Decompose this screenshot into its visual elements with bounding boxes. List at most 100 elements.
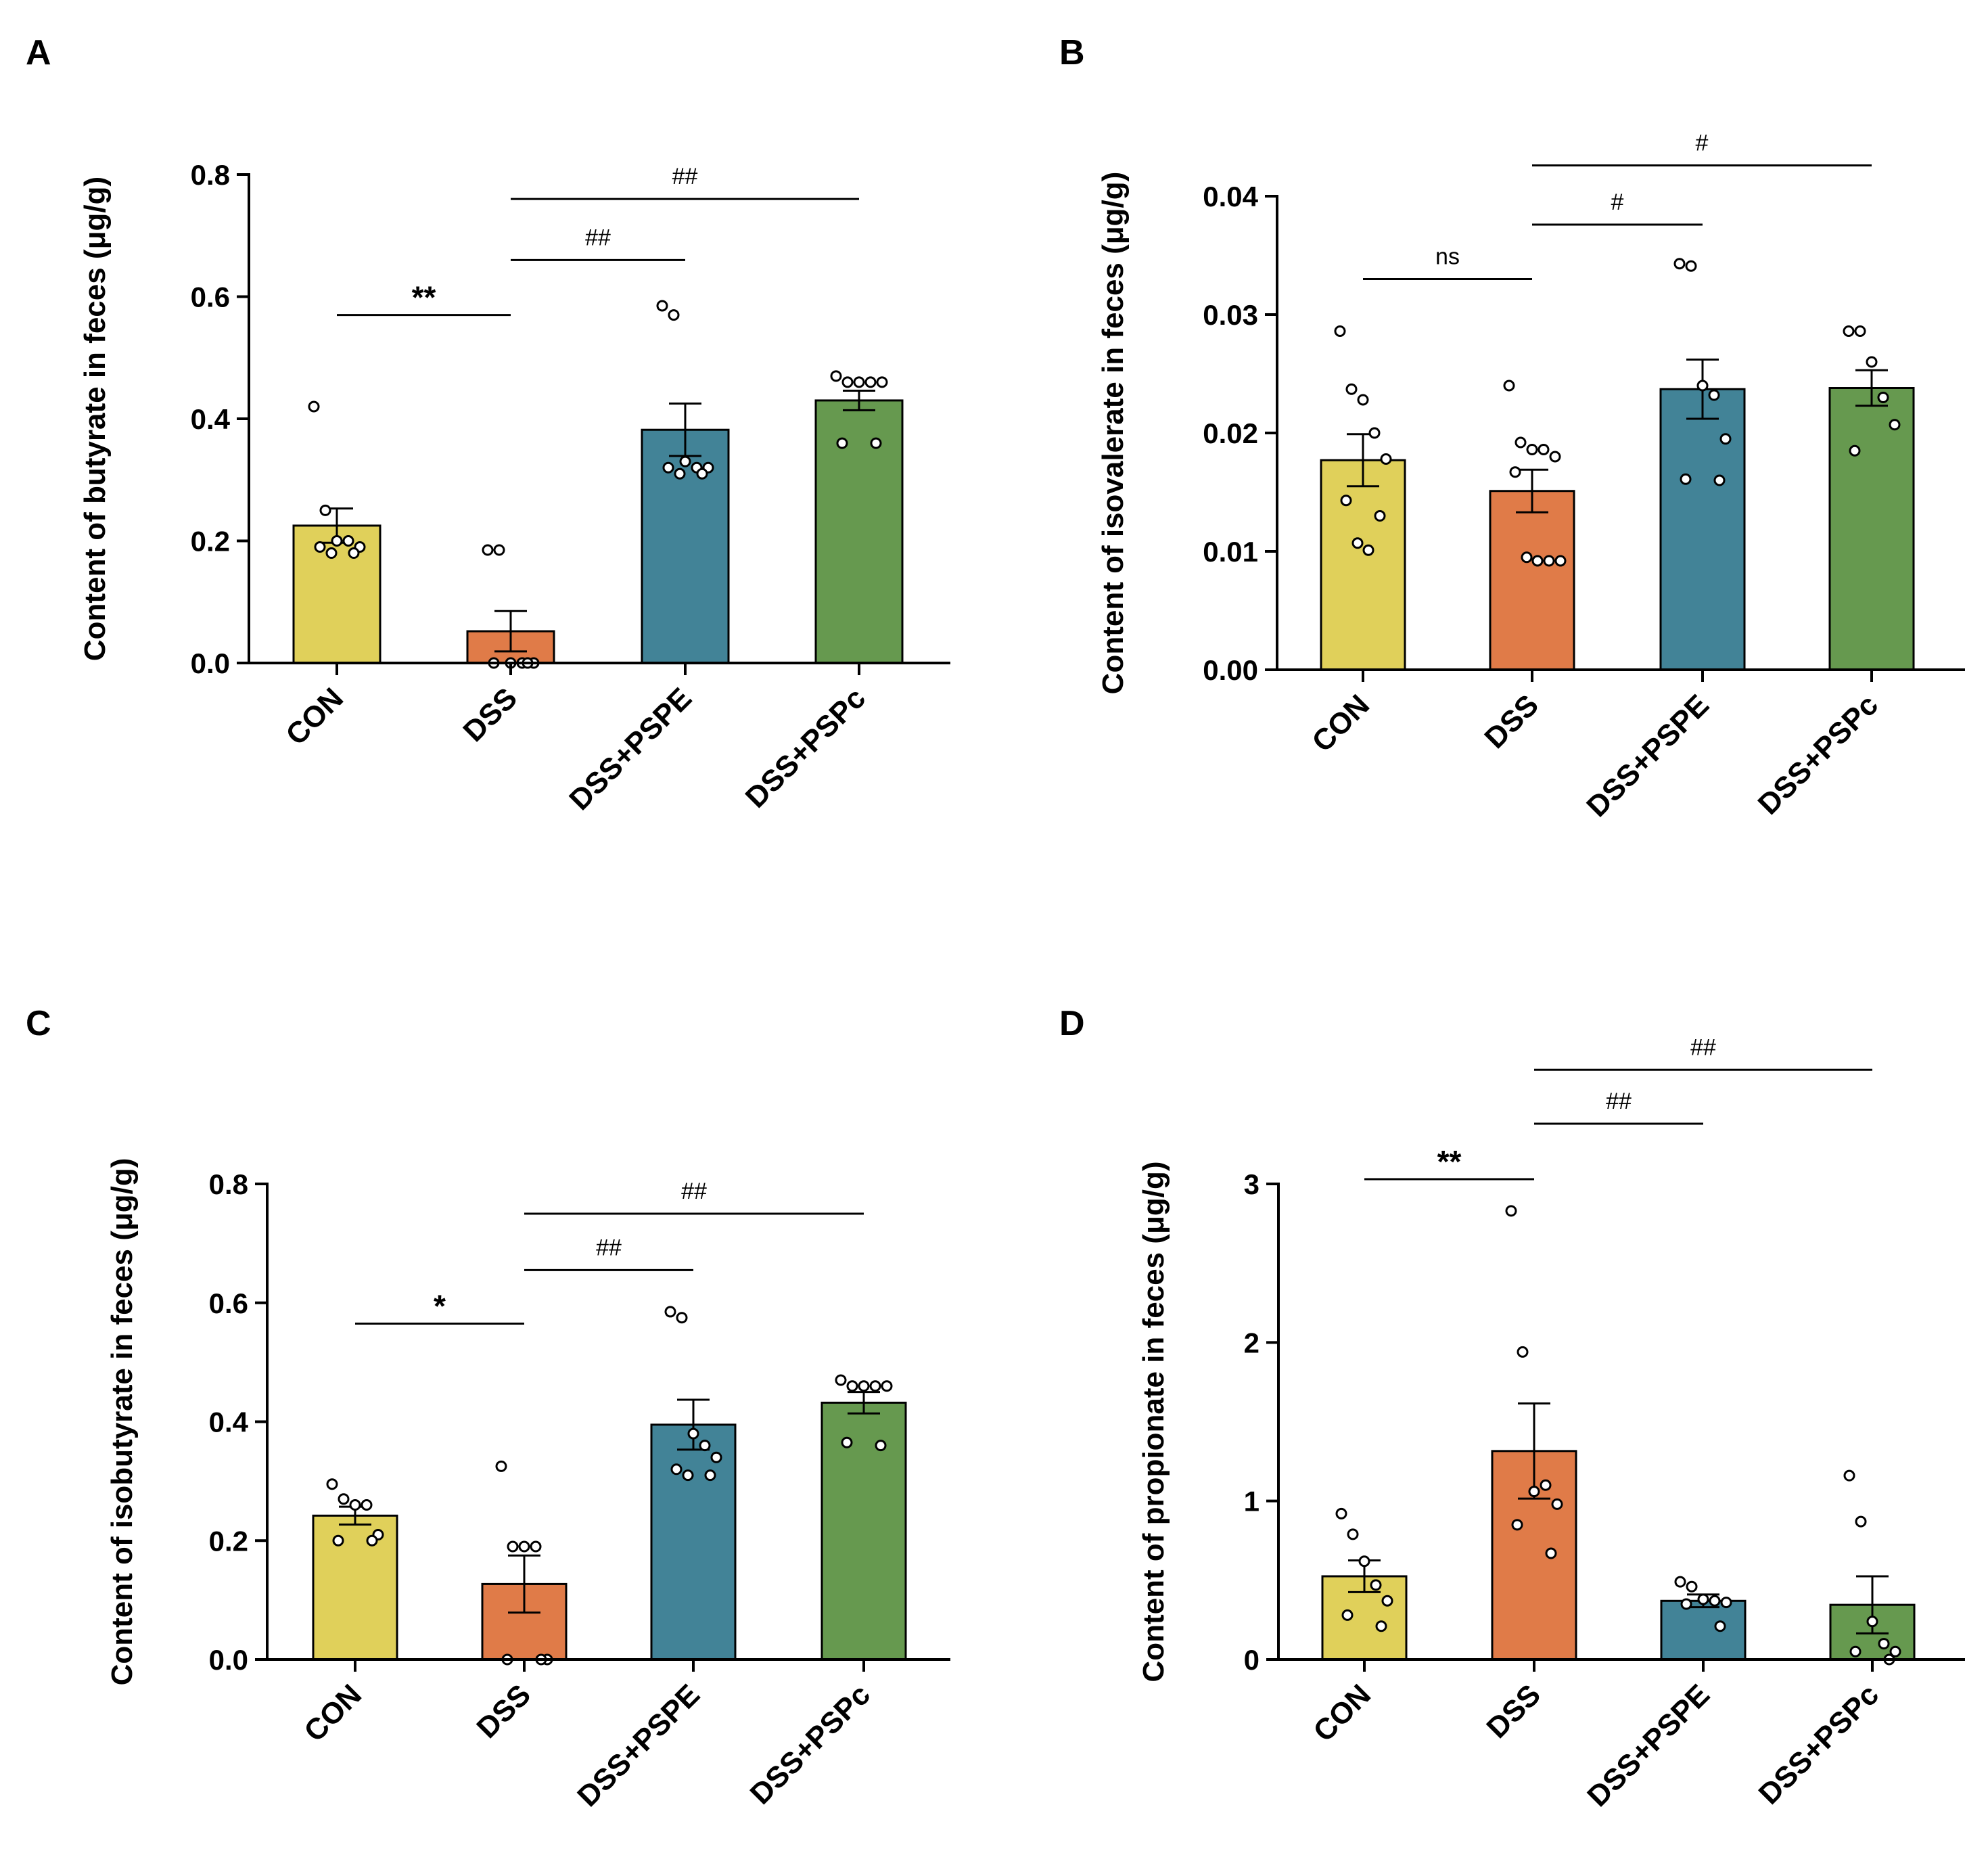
bar-dss-pspc bbox=[1828, 387, 1915, 671]
data-point-con bbox=[326, 1478, 338, 1490]
data-point-dss bbox=[1540, 1479, 1552, 1491]
category-label-dss: DSS bbox=[1478, 688, 1545, 755]
y-tick-label: 0.2 bbox=[191, 526, 230, 557]
panel-letter-a: A bbox=[26, 33, 51, 72]
data-point-dss-pspc bbox=[1866, 356, 1878, 368]
error-bar-dss bbox=[508, 1554, 540, 1614]
significance-label: ** bbox=[412, 280, 436, 315]
category-label-dss-pspc: DSS+PSPc bbox=[739, 681, 872, 814]
significance-label: ** bbox=[1437, 1144, 1462, 1179]
panel-c: C 0.0 0.2 0.4 0.6 0.8 CON DSS DSS+PSPE DSS+PSPc C… bbox=[26, 1004, 950, 1813]
category-label-dss-pspe: DSS+PSPE bbox=[1580, 688, 1715, 823]
y-axis-title: Content of propionate in feces (μg/g) bbox=[1137, 1162, 1170, 1683]
category-label-dss-pspe: DSS+PSPE bbox=[1581, 1678, 1716, 1813]
data-point-con bbox=[1370, 1579, 1382, 1591]
data-point-dss-pspc bbox=[1849, 444, 1861, 457]
bar-con bbox=[312, 1514, 398, 1661]
data-point-dss-pspc bbox=[1889, 1645, 1901, 1657]
data-point-con bbox=[1374, 510, 1386, 522]
data-point-con bbox=[366, 1534, 378, 1547]
panel-d-plot: 0 1 2 3 CON DSS DSS+PSPE DSS+PSPc Content of pro… bbox=[1137, 1034, 1965, 1813]
data-point-con bbox=[1381, 1595, 1393, 1607]
data-point-dss-pspc bbox=[835, 1374, 847, 1386]
bar-con bbox=[292, 524, 382, 664]
data-point-con bbox=[308, 401, 320, 413]
category-label-con: CON bbox=[1307, 1678, 1377, 1748]
category-label-dss-pspc: DSS+PSPc bbox=[1753, 1678, 1885, 1810]
data-point-con bbox=[1375, 1620, 1387, 1632]
bar-dss-pspc bbox=[814, 399, 904, 664]
data-point-dss-pspc bbox=[1854, 325, 1866, 337]
data-point-dss-pspe bbox=[674, 467, 686, 480]
data-point-dss-pspe bbox=[1685, 260, 1697, 272]
y-tick-label: 0 bbox=[1244, 1644, 1259, 1676]
data-point-con bbox=[348, 547, 360, 559]
data-point-dss bbox=[1545, 1547, 1557, 1559]
data-point-dss-pspe bbox=[656, 300, 668, 312]
data-point-con bbox=[325, 547, 338, 559]
panel-d: D 0 1 2 3 CON DSS DSS+PSPE DSS+PSPc Content of p… bbox=[1059, 1004, 1965, 1813]
y-tick-label: 0.01 bbox=[1203, 536, 1258, 568]
data-point-dss bbox=[530, 1540, 542, 1553]
data-point-dss bbox=[1505, 1205, 1517, 1217]
data-point-dss bbox=[1521, 551, 1533, 564]
data-point-con bbox=[1362, 544, 1374, 556]
panel-a: A 0.0 0.2 0.4 0.6 0.8 CON DSS DSS+PSPE DSS+PSPc C… bbox=[26, 33, 950, 817]
category-label-dss: DSS bbox=[470, 1678, 537, 1745]
data-point-con bbox=[319, 504, 331, 516]
significance-label: ## bbox=[672, 164, 698, 189]
y-tick-label: 0.04 bbox=[1203, 181, 1258, 212]
data-point-con bbox=[338, 1493, 350, 1505]
data-point-dss-pspc bbox=[841, 376, 854, 388]
data-point-dss-pspe bbox=[1720, 1597, 1732, 1609]
significance-label: ## bbox=[681, 1179, 707, 1204]
y-tick-label: 2 bbox=[1244, 1327, 1259, 1358]
data-point-dss-pspc bbox=[858, 1380, 870, 1392]
panel-c-plot: 0.0 0.2 0.4 0.6 0.8 CON DSS DSS+PSPE DSS+PSPc Con… bbox=[106, 1158, 950, 1813]
category-label-dss-pspe: DSS+PSPE bbox=[563, 681, 698, 817]
data-point-dss-pspc bbox=[1849, 1645, 1862, 1657]
bar-dss-pspc bbox=[820, 1401, 907, 1661]
significance-label: ## bbox=[596, 1235, 622, 1260]
panel-letter-d: D bbox=[1059, 1004, 1085, 1043]
data-point-dss-pspc bbox=[846, 1380, 858, 1392]
data-point-dss-pspe bbox=[664, 1306, 676, 1318]
error-bar-dss-pspc bbox=[848, 1391, 880, 1415]
panel-b-plot: 0.00 0.01 0.02 0.03 0.04 CON DSS DSS+PSPE DSS+PS… bbox=[1096, 131, 1965, 823]
data-point-dss-pspe bbox=[699, 1440, 711, 1452]
y-tick-label: 0.8 bbox=[191, 159, 230, 191]
error-bar-dss bbox=[494, 610, 527, 653]
bar-con bbox=[1320, 459, 1406, 671]
data-point-dss-pspe bbox=[1673, 258, 1686, 270]
significance-label: * bbox=[434, 1289, 446, 1324]
y-tick-label: 0.00 bbox=[1203, 654, 1258, 686]
y-tick-label: 0.2 bbox=[209, 1525, 248, 1557]
significance-label: # bbox=[1611, 189, 1624, 215]
data-point-dss bbox=[1509, 466, 1521, 478]
data-point-con bbox=[342, 535, 354, 547]
category-label-con: CON bbox=[1305, 688, 1376, 758]
y-tick-label: 0.6 bbox=[191, 281, 230, 313]
data-point-con bbox=[1345, 383, 1358, 395]
y-tick-label: 0.02 bbox=[1203, 417, 1258, 449]
data-point-dss-pspc bbox=[853, 376, 865, 388]
data-point-con bbox=[1347, 1528, 1359, 1540]
data-point-dss bbox=[1526, 444, 1538, 455]
category-label-dss-pspc: DSS+PSPc bbox=[1752, 688, 1885, 821]
data-point-con bbox=[1340, 495, 1352, 507]
data-point-dss-pspc bbox=[875, 1440, 887, 1452]
data-point-dss-pspe bbox=[1696, 380, 1709, 392]
data-point-con bbox=[332, 1534, 344, 1547]
data-point-dss-pspc bbox=[1889, 419, 1901, 431]
data-point-dss-pspc bbox=[1843, 1469, 1855, 1482]
data-point-dss-pspe bbox=[1714, 1620, 1726, 1632]
data-point-dss-pspc bbox=[1877, 392, 1889, 403]
data-point-dss bbox=[1531, 555, 1544, 567]
data-point-dss bbox=[1511, 1519, 1523, 1531]
data-point-dss-pspe bbox=[670, 1463, 683, 1475]
data-point-con bbox=[1368, 427, 1381, 439]
data-point-con bbox=[1357, 394, 1369, 406]
y-tick-label: 0.0 bbox=[209, 1644, 248, 1676]
data-point-dss bbox=[1543, 555, 1555, 567]
